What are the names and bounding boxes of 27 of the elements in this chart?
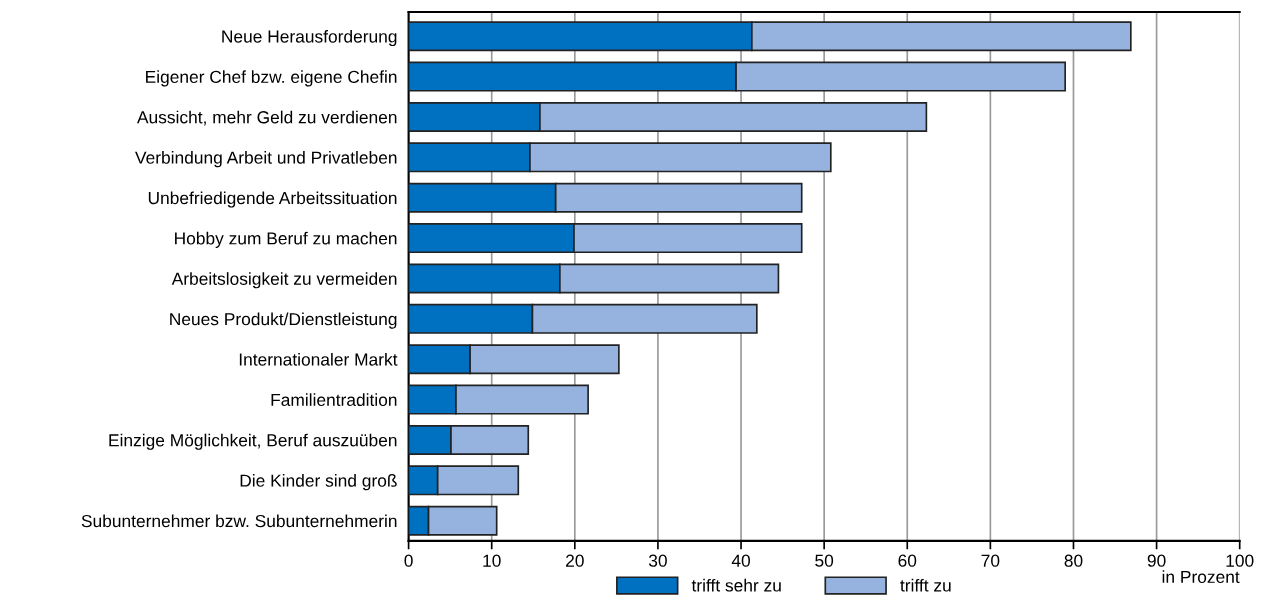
y-tick-label: Aussicht, mehr Geld zu verdienen <box>136 110 397 126</box>
x-tick-label: 20 <box>566 554 584 567</box>
y-tick-label: Hobby zum Beruf zu machen <box>175 231 397 248</box>
y-tick-label: Neue Herausforderung <box>222 29 397 47</box>
y-tick-label: Einzige Möglichkeit, Beruf auszuüben <box>109 433 397 450</box>
x-tick-label: 60 <box>898 554 917 567</box>
y-tick-label: Neues Produkt/Dienstleistung <box>170 312 397 329</box>
y-tick-label: Familientradition <box>271 393 397 407</box>
x-tick-label: 100 <box>1226 554 1254 567</box>
x-axis-title: in Prozent <box>1162 570 1240 584</box>
x-tick-label: 80 <box>1064 554 1083 567</box>
y-tick-label: Die Kinder sind groß <box>240 474 397 491</box>
x-tick-label: 30 <box>648 554 667 567</box>
x-tick-label: 10 <box>483 554 501 567</box>
y-tick-label: Verbindung Arbeit und Privatleben <box>135 151 397 168</box>
y-tick-label: Arbeitslosigkeit zu vermeiden <box>171 272 397 289</box>
x-tick-label: 70 <box>981 554 1000 567</box>
x-tick-label: 50 <box>815 554 834 567</box>
x-tick-label: 90 <box>1147 554 1166 567</box>
y-tick-label: Subunternehmer bzw. Subunternehmerin <box>81 514 397 528</box>
x-tick-label: 0 <box>404 554 413 567</box>
y-tick-label: Eigener Chef bzw. eigene Chefin <box>146 70 397 87</box>
legend-label: trifft zu <box>900 578 951 592</box>
y-tick-label: Internationaler Markt <box>239 352 398 366</box>
y-tick-label: Unbefriedigende Arbeitssituation <box>148 191 397 208</box>
legend-label: trifft sehr zu <box>691 578 781 592</box>
x-tick-label: 40 <box>731 554 751 567</box>
